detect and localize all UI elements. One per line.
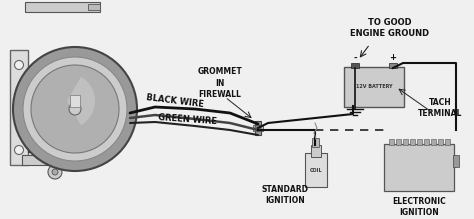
FancyBboxPatch shape: [312, 138, 319, 148]
Circle shape: [15, 60, 24, 69]
FancyBboxPatch shape: [351, 63, 359, 68]
FancyBboxPatch shape: [311, 145, 321, 157]
Circle shape: [13, 47, 137, 171]
Text: TO GOOD
ENGINE GROUND: TO GOOD ENGINE GROUND: [350, 18, 429, 38]
FancyBboxPatch shape: [438, 139, 443, 145]
FancyBboxPatch shape: [410, 139, 415, 145]
FancyBboxPatch shape: [58, 140, 76, 149]
FancyBboxPatch shape: [431, 139, 436, 145]
Text: COIL: COIL: [310, 168, 322, 173]
Text: ELECTRONIC
IGNITION: ELECTRONIC IGNITION: [392, 197, 446, 217]
Circle shape: [48, 165, 62, 179]
FancyBboxPatch shape: [253, 125, 263, 131]
FancyBboxPatch shape: [88, 4, 100, 10]
Text: GREEN WIRE: GREEN WIRE: [158, 113, 218, 127]
FancyBboxPatch shape: [70, 95, 80, 107]
FancyBboxPatch shape: [389, 63, 397, 68]
FancyBboxPatch shape: [344, 67, 404, 107]
Text: +: +: [390, 53, 396, 62]
FancyBboxPatch shape: [305, 153, 327, 187]
FancyBboxPatch shape: [396, 139, 401, 145]
FancyBboxPatch shape: [445, 139, 450, 145]
FancyBboxPatch shape: [453, 155, 459, 167]
Text: TACH
TERMINAL: TACH TERMINAL: [418, 98, 462, 118]
Circle shape: [69, 103, 81, 115]
Circle shape: [255, 125, 261, 131]
Circle shape: [15, 145, 24, 154]
Wedge shape: [67, 77, 95, 125]
FancyBboxPatch shape: [10, 50, 28, 165]
FancyBboxPatch shape: [76, 142, 84, 147]
Text: -: -: [353, 53, 357, 62]
FancyBboxPatch shape: [22, 155, 67, 165]
Circle shape: [52, 169, 58, 175]
FancyBboxPatch shape: [417, 139, 422, 145]
Text: GROMMET
IN
FIREWALL: GROMMET IN FIREWALL: [198, 67, 242, 99]
FancyBboxPatch shape: [25, 2, 100, 12]
FancyBboxPatch shape: [384, 144, 454, 191]
FancyBboxPatch shape: [255, 121, 261, 135]
FancyBboxPatch shape: [28, 138, 58, 152]
Text: STANDARD
IGNITION: STANDARD IGNITION: [262, 185, 309, 205]
Circle shape: [23, 57, 127, 161]
FancyBboxPatch shape: [403, 139, 408, 145]
Text: BLACK WIRE: BLACK WIRE: [146, 93, 204, 109]
Circle shape: [31, 65, 119, 153]
FancyBboxPatch shape: [389, 139, 394, 145]
FancyBboxPatch shape: [424, 139, 429, 145]
Text: 12V BATTERY: 12V BATTERY: [356, 85, 392, 90]
